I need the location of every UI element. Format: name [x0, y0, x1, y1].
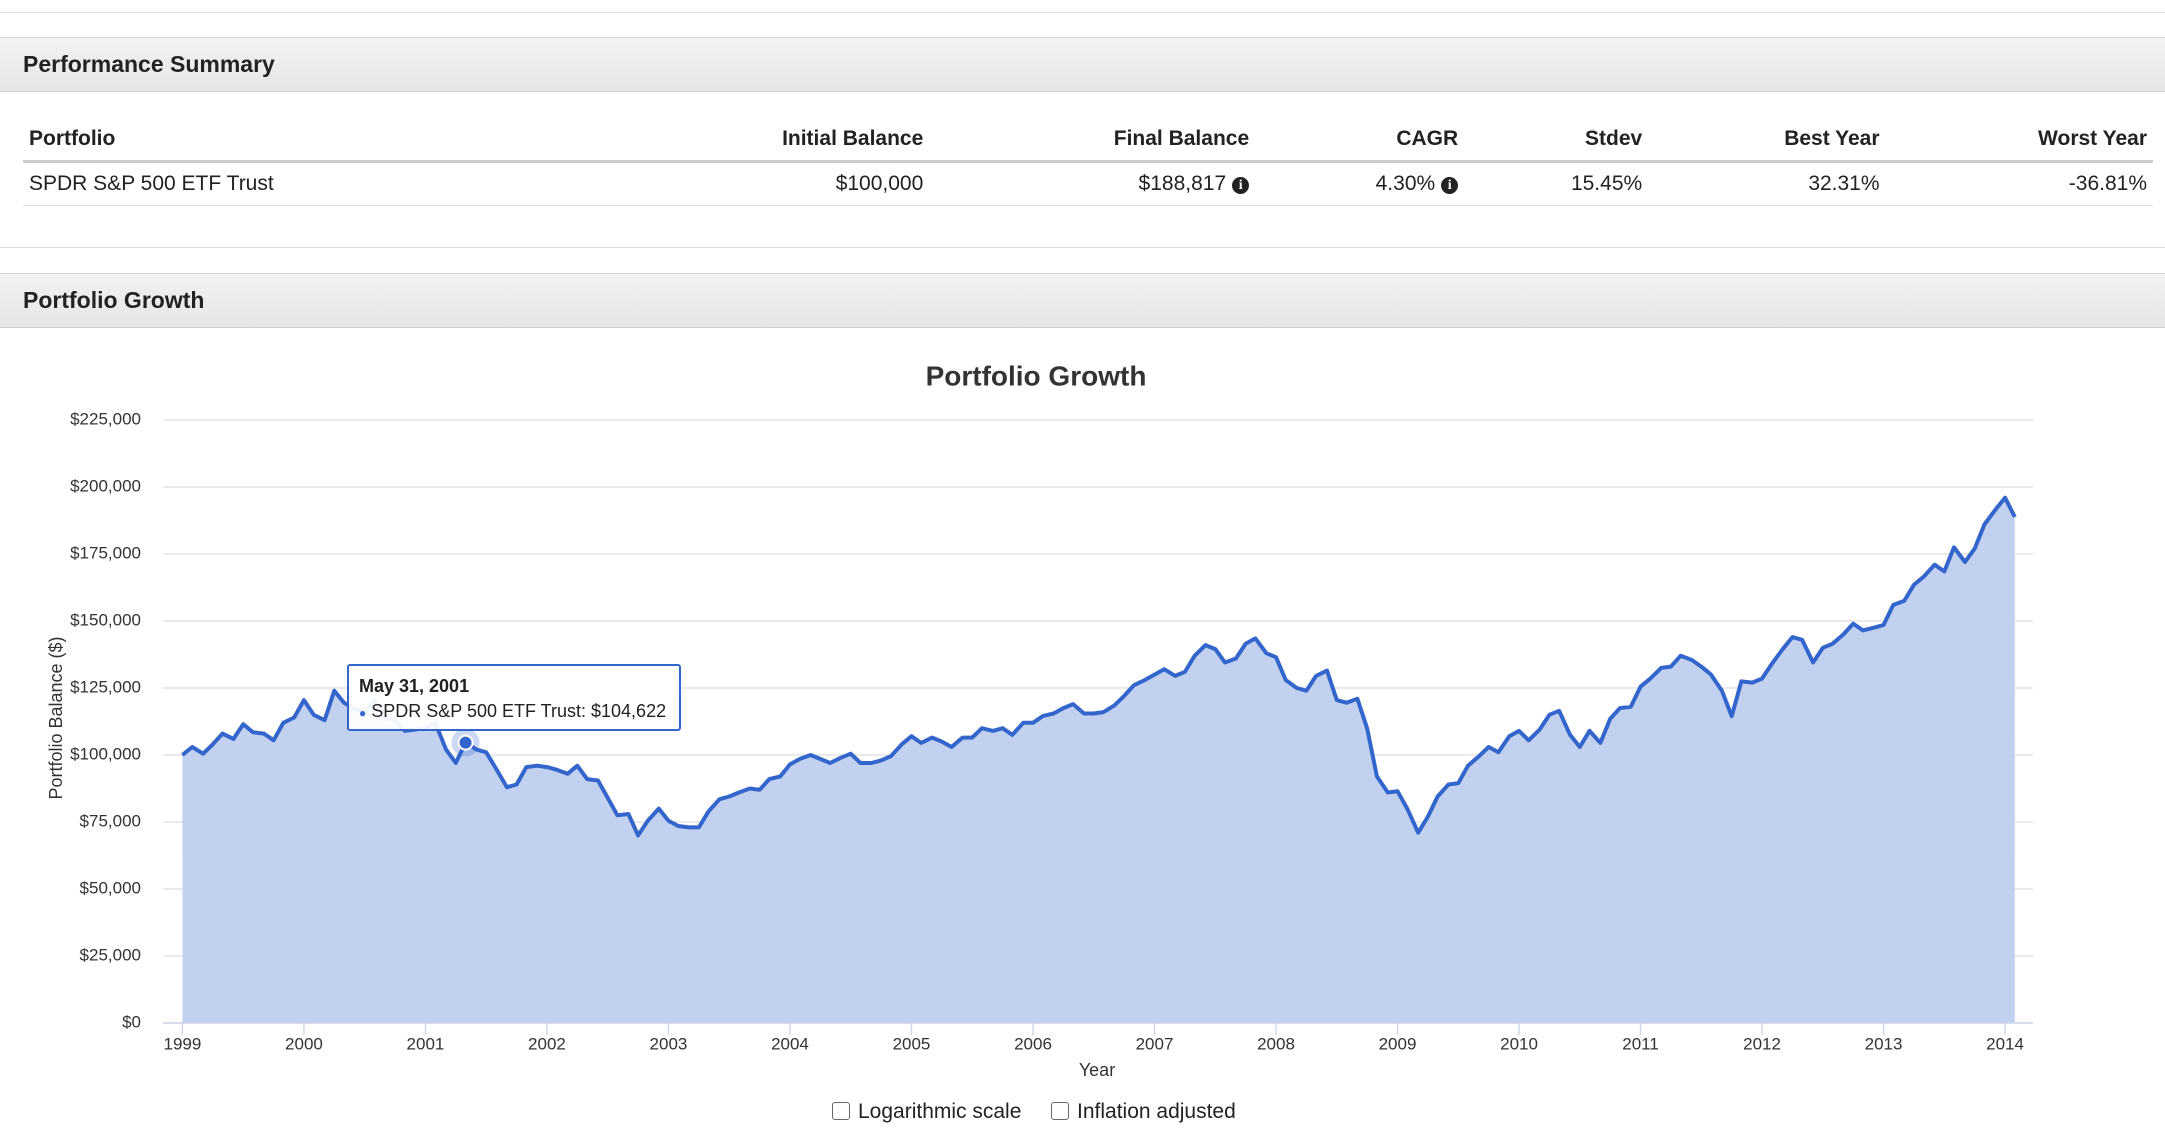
area	[182, 497, 2015, 1023]
x-tick-label: 2008	[1257, 1034, 1295, 1053]
x-tick-label: 2004	[771, 1034, 809, 1053]
column-header: Stdev	[1464, 118, 1649, 163]
column-header: Best Year	[1648, 118, 1886, 163]
x-tick-label: 2000	[285, 1034, 323, 1053]
table-row: SPDR S&P 500 ETF Trust $100,000 $188,817 i 4…	[23, 161, 2153, 206]
x-axis-title: Year	[1079, 1060, 1115, 1080]
x-tick-label: 2010	[1500, 1034, 1538, 1053]
panel-border	[0, 247, 2165, 248]
cell: 15.45%	[1464, 161, 1649, 206]
x-tick-label: 2005	[893, 1034, 931, 1053]
checkbox-label: Inflation adjusted	[1077, 1100, 1236, 1123]
cell-text: 4.30%	[1375, 172, 1436, 195]
column-header: Initial Balance	[590, 118, 930, 163]
section-header: Performance Summary	[0, 37, 2165, 92]
x-tick-label: 2002	[528, 1034, 566, 1053]
cell: SPDR S&P 500 ETF Trust	[23, 161, 591, 206]
previous-panel	[0, 0, 2165, 13]
y-tick-label: $175,000	[70, 543, 141, 562]
y-tick-label: $0	[122, 1012, 141, 1031]
line	[181, 495, 2017, 838]
info-icon[interactable]: i	[1441, 177, 1459, 194]
summary-table: Portfolio Initial Balance Final Balance CAG…	[23, 118, 2153, 206]
inflation-toggle[interactable]: Inflation adjusted	[1051, 1100, 1236, 1124]
cell: $100,000	[590, 161, 930, 206]
x-tick-label: 2007	[1136, 1034, 1174, 1053]
x-tick-label: 2003	[650, 1034, 688, 1053]
tooltip-body: ● SPDR S&P 500 ETF Trust: $104,622	[359, 701, 667, 721]
info-icon[interactable]: i	[1232, 177, 1250, 194]
y-tick-label: $200,000	[70, 476, 141, 495]
y-tick-label: $75,000	[80, 811, 141, 830]
column-header: Final Balance	[929, 118, 1256, 163]
header-row: Portfolio Initial Balance Final Balance CAG…	[23, 118, 2153, 163]
y-tick-label: $150,000	[70, 610, 141, 629]
x-tick-label: 2012	[1743, 1034, 1781, 1053]
cell-text: $188,817	[1138, 172, 1227, 195]
checkbox-label: Logarithmic scale	[858, 1100, 1022, 1123]
x-tick-label: 2001	[407, 1034, 445, 1053]
cell: -36.81%	[1885, 161, 2153, 206]
tooltip: May 31, 2001 ● SPDR S&P 500 ETF Trust: $…	[347, 664, 681, 731]
x-tick-label: 2006	[1014, 1034, 1052, 1053]
log-toggle[interactable]: Logarithmic scale	[832, 1100, 1021, 1124]
x-tick-label: 2014	[1986, 1034, 2024, 1053]
y-tick-label: $25,000	[80, 945, 141, 964]
checkbox[interactable]	[832, 1102, 850, 1120]
y-axis-title: Portfolio Balance ($)	[46, 636, 66, 799]
y-tick-label: $125,000	[70, 677, 141, 696]
chart-title: Portfolio Growth	[926, 360, 1147, 391]
column-header: CAGR	[1255, 118, 1465, 163]
cell: $188,817 i	[929, 161, 1256, 206]
cell-text: $100,000	[835, 172, 924, 195]
column-header: Portfolio	[23, 118, 591, 163]
section-header: Portfolio Growth	[0, 273, 2165, 328]
x-tick-label: 2013	[1865, 1034, 1903, 1053]
cell: 32.31%	[1648, 161, 1886, 206]
cell-text: SPDR S&P 500 ETF Trust	[29, 172, 274, 195]
hover-point	[457, 734, 474, 751]
tooltip-title: May 31, 2001	[359, 676, 470, 696]
tooltip-text: SPDR S&P 500 ETF Trust: $104,622	[371, 701, 667, 721]
x-tick-label: 1999	[164, 1034, 202, 1053]
y-tick-label: $50,000	[80, 878, 141, 897]
cell-text: -36.81%	[2068, 172, 2147, 195]
table-body: SPDR S&P 500 ETF Trust $100,000 $188,817 i 4…	[23, 161, 2153, 206]
y-tick-label: $100,000	[70, 744, 141, 763]
cell-text: 32.31%	[1808, 172, 1880, 195]
y-tick-label: $225,000	[70, 409, 141, 428]
checkbox[interactable]	[1051, 1102, 1069, 1120]
cell: 4.30% i	[1255, 161, 1465, 206]
cell-text: 15.45%	[1570, 172, 1643, 195]
x-tick-label: 2011	[1622, 1034, 1659, 1053]
chart: Portfolio Growth $0 $25,000 $50,000 $75,000 $…	[46, 360, 2033, 1080]
x-tick-label: 2009	[1379, 1034, 1417, 1053]
column-header: Worst Year	[1885, 118, 2153, 163]
